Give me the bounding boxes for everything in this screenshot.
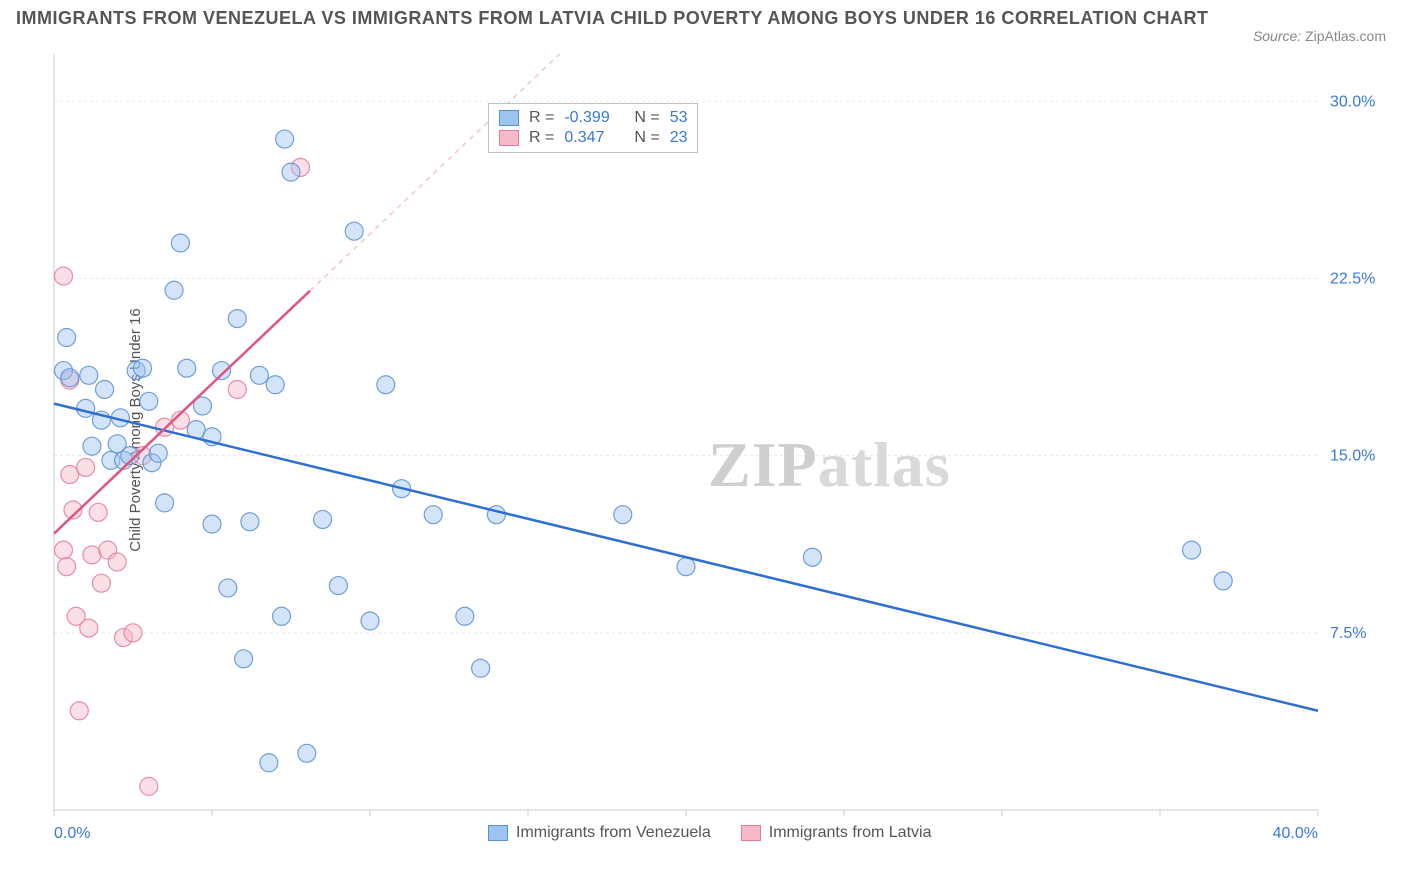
- venezuela-point: [149, 444, 167, 462]
- legend-series-item: Immigrants from Latvia: [741, 824, 932, 842]
- n-value: 53: [670, 109, 688, 127]
- legend-stats-row: R = -0.399 N = 53: [499, 108, 687, 128]
- legend-series-label: Immigrants from Venezuela: [516, 824, 711, 842]
- n-label: N =: [634, 109, 659, 127]
- latvia-point: [54, 267, 72, 285]
- venezuela-point: [329, 577, 347, 595]
- venezuela-point: [298, 744, 316, 762]
- legend-series-label: Immigrants from Latvia: [769, 824, 932, 842]
- source-attribution: Source: ZipAtlas.com: [1253, 28, 1386, 44]
- venezuela-point: [803, 548, 821, 566]
- venezuela-point: [260, 754, 278, 772]
- venezuela-point: [80, 366, 98, 384]
- venezuela-point: [677, 558, 695, 576]
- latvia-point: [58, 558, 76, 576]
- source-name: ZipAtlas.com: [1305, 28, 1386, 44]
- latvia-swatch: [741, 825, 761, 841]
- venezuela-point: [424, 506, 442, 524]
- venezuela-point: [58, 329, 76, 347]
- venezuela-point: [456, 607, 474, 625]
- y-tick-label: 7.5%: [1330, 625, 1366, 642]
- latvia-point: [70, 702, 88, 720]
- latvia-point: [89, 503, 107, 521]
- venezuela-point: [273, 607, 291, 625]
- latvia-point: [77, 458, 95, 476]
- latvia-point: [54, 541, 72, 559]
- venezuela-point: [61, 369, 79, 387]
- venezuela-point: [250, 366, 268, 384]
- venezuela-point: [228, 310, 246, 328]
- legend-stats: R = -0.399 N = 53 R = 0.347 N = 23: [488, 103, 698, 153]
- venezuela-point: [203, 515, 221, 533]
- r-value: 0.347: [564, 129, 624, 147]
- legend-stats-row: R = 0.347 N = 23: [499, 128, 687, 148]
- n-label: N =: [634, 129, 659, 147]
- venezuela-point: [165, 281, 183, 299]
- venezuela-point: [377, 376, 395, 394]
- latvia-point: [80, 619, 98, 637]
- latvia-swatch: [499, 130, 519, 146]
- latvia-point: [228, 380, 246, 398]
- latvia-point: [108, 553, 126, 571]
- legend-series: Immigrants from Venezuela Immigrants from…: [488, 824, 931, 842]
- venezuela-point: [614, 506, 632, 524]
- r-value: -0.399: [564, 109, 624, 127]
- latvia-point: [92, 574, 110, 592]
- r-label: R =: [529, 129, 554, 147]
- chart-plot-area: 7.5%15.0%22.5%30.0%0.0%40.0% ZIPatlas R …: [48, 48, 1388, 848]
- venezuela-point: [171, 234, 189, 252]
- latvia-point: [83, 546, 101, 564]
- y-tick-label: 15.0%: [1330, 448, 1375, 465]
- source-prefix: Source:: [1253, 28, 1305, 44]
- venezuela-point: [235, 650, 253, 668]
- latvia-point: [140, 777, 158, 795]
- chart-svg: 7.5% 15.0% 22.5% 30.0% 0.0% 40.0%: [48, 48, 1388, 848]
- y-tick-label: 22.5%: [1330, 270, 1375, 287]
- chart-container: IMMIGRANTS FROM VENEZUELA VS IMMIGRANTS …: [0, 0, 1406, 892]
- n-value: 23: [670, 129, 688, 147]
- venezuela-point: [361, 612, 379, 630]
- venezuela-point: [1214, 572, 1232, 590]
- venezuela-point: [83, 437, 101, 455]
- latvia-trendline-extension: [310, 54, 560, 291]
- venezuela-point: [472, 659, 490, 677]
- y-tick-label: 30.0%: [1330, 93, 1375, 110]
- venezuela-swatch: [488, 825, 508, 841]
- venezuela-point: [178, 359, 196, 377]
- venezuela-point: [156, 494, 174, 512]
- venezuela-point: [282, 163, 300, 181]
- legend-series-item: Immigrants from Venezuela: [488, 824, 711, 842]
- r-label: R =: [529, 109, 554, 127]
- venezuela-point: [212, 362, 230, 380]
- venezuela-point: [133, 359, 151, 377]
- x-tick-label: 40.0%: [1273, 825, 1318, 842]
- venezuela-swatch: [499, 110, 519, 126]
- chart-title: IMMIGRANTS FROM VENEZUELA VS IMMIGRANTS …: [16, 8, 1209, 29]
- venezuela-point: [96, 380, 114, 398]
- venezuela-point: [1183, 541, 1201, 559]
- venezuela-point: [276, 130, 294, 148]
- venezuela-point: [77, 399, 95, 417]
- venezuela-point: [241, 513, 259, 531]
- venezuela-point: [219, 579, 237, 597]
- venezuela-point: [266, 376, 284, 394]
- latvia-point: [124, 624, 142, 642]
- venezuela-point: [345, 222, 363, 240]
- venezuela-point: [314, 510, 332, 528]
- x-tick-label: 0.0%: [54, 825, 90, 842]
- venezuela-point: [140, 392, 158, 410]
